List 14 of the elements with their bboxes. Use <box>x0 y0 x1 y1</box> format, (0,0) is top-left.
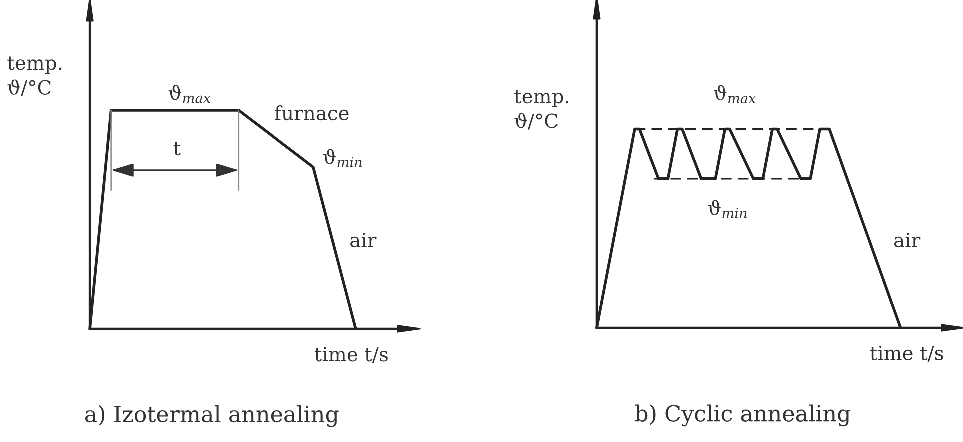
annotation: ϑ$_{min}$ <box>323 149 362 168</box>
text: b) Cyclic annealing <box>635 404 851 427</box>
text: ϑ$_{max}$ <box>168 85 211 104</box>
annotation: t <box>174 142 181 156</box>
annotation: ϑ$_{min}$ <box>708 200 747 218</box>
y-axis-title: temp. ϑ/°C <box>514 90 569 130</box>
text: a) Izotermal annealing <box>85 405 339 428</box>
annotation: air <box>350 232 377 248</box>
x-axis-title: time t/s <box>870 346 944 362</box>
y-axis-title: temp. ϑ/°C <box>8 56 62 97</box>
x-axis-title: time t/s <box>314 347 388 364</box>
text: ϑ$_{max}$ <box>714 85 756 104</box>
annotation: furnace <box>275 106 349 121</box>
annotation: air <box>894 232 921 248</box>
